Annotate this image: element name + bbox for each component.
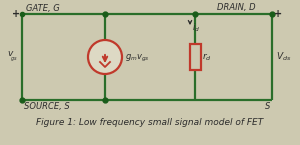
Text: DRAIN, D: DRAIN, D: [217, 3, 256, 12]
Text: GATE, G: GATE, G: [26, 4, 60, 13]
Text: S: S: [265, 102, 270, 111]
Text: $r_d$: $r_d$: [202, 51, 212, 63]
Text: $g_m v_{gs}$: $g_m v_{gs}$: [125, 52, 150, 64]
Text: $v$: $v$: [7, 49, 14, 58]
Text: $_{gs}$: $_{gs}$: [11, 56, 18, 64]
Text: Figure 1: Low frequency small signal model of FET: Figure 1: Low frequency small signal mod…: [36, 118, 264, 127]
Text: $i_d$: $i_d$: [192, 22, 200, 35]
Text: $V_{ds}$: $V_{ds}$: [276, 51, 291, 63]
Bar: [190, 44, 200, 70]
Text: +: +: [12, 9, 20, 19]
Text: SOURCE, S: SOURCE, S: [24, 102, 70, 111]
Text: +: +: [274, 9, 282, 19]
Circle shape: [88, 40, 122, 74]
